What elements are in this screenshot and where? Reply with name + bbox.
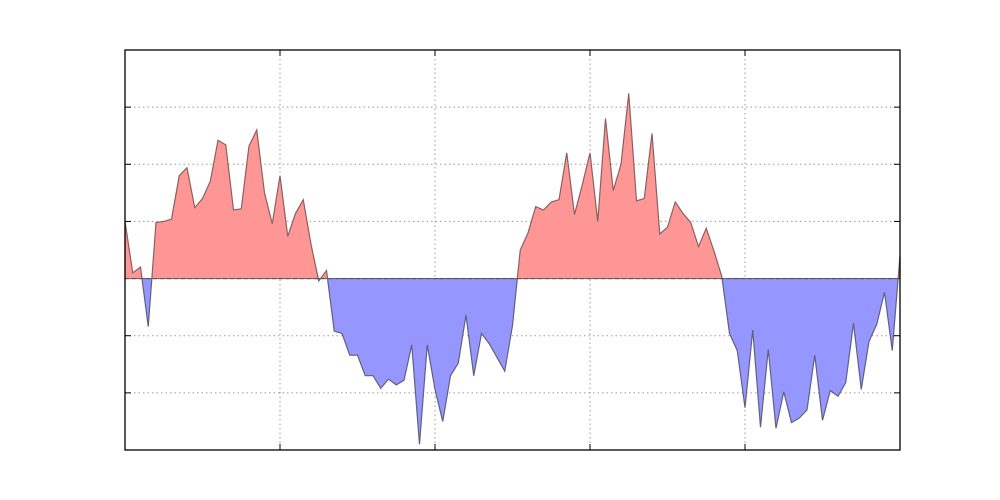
- axis-layer: [124, 49, 901, 451]
- negative-area: [326, 277, 518, 445]
- area-layer: [124, 93, 901, 445]
- negative-area: [141, 277, 153, 327]
- positive-area: [124, 221, 143, 280]
- negative-area: [721, 277, 899, 429]
- positive-area: [516, 93, 723, 280]
- plot-frame: [124, 49, 901, 451]
- positive-area: [151, 127, 320, 280]
- positive-area: [319, 269, 329, 280]
